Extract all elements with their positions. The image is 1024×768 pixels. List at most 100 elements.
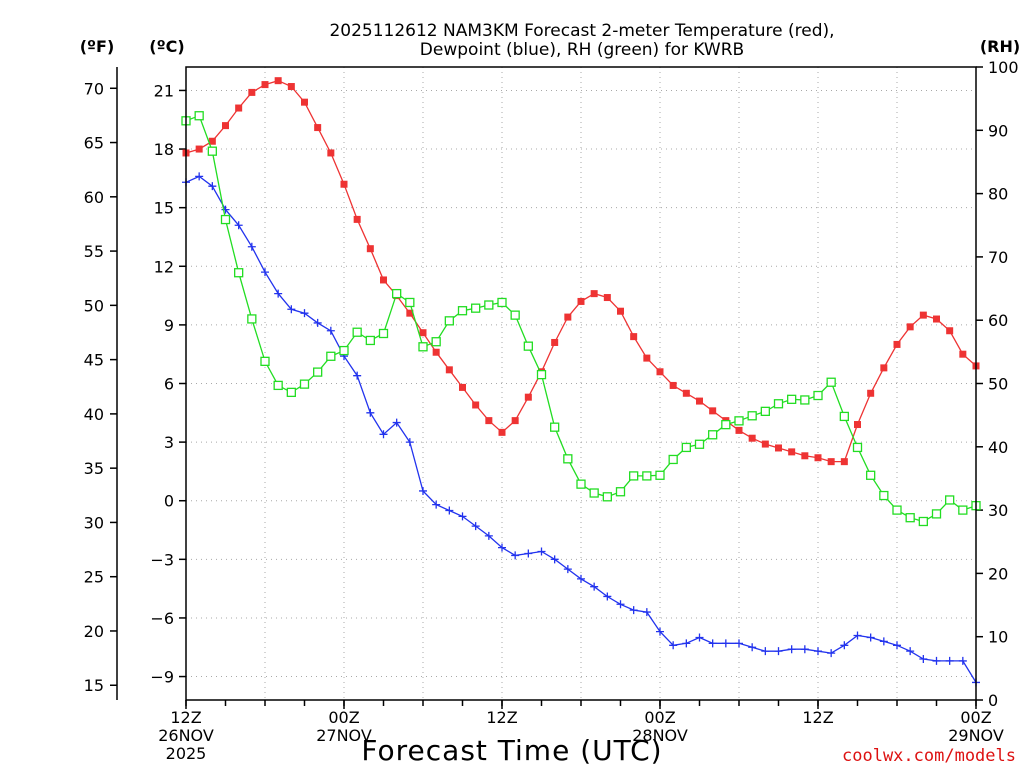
time-tick-label: 12Z bbox=[486, 708, 517, 727]
rh-point bbox=[536, 369, 547, 380]
rh-point bbox=[484, 300, 494, 310]
rh-point bbox=[234, 268, 244, 278]
rh-point bbox=[220, 214, 231, 225]
temperature-point bbox=[222, 122, 229, 130]
dewpoint-point bbox=[563, 565, 572, 574]
dewpoint-point bbox=[221, 205, 230, 214]
fahrenheit-tick-label: 60 bbox=[84, 188, 104, 207]
dewpoint-point bbox=[432, 500, 441, 509]
dewpoint-point bbox=[945, 656, 954, 665]
dewpoint-point bbox=[537, 547, 546, 556]
temperature-point bbox=[380, 276, 387, 284]
fahrenheit-tick-label: 25 bbox=[84, 568, 104, 587]
dewpoint-point bbox=[261, 268, 269, 277]
dewpoint-point bbox=[774, 647, 783, 656]
rh-tick-label: 80 bbox=[988, 185, 1008, 204]
temperature-point bbox=[617, 307, 624, 315]
temperature-point bbox=[419, 329, 427, 337]
temperature-point bbox=[472, 401, 480, 409]
rh-point bbox=[510, 310, 520, 320]
celsius-tick-label: 18 bbox=[154, 140, 174, 159]
rh-point bbox=[773, 399, 784, 409]
rh-tick-label: 0 bbox=[988, 691, 998, 710]
dewpoint-point bbox=[721, 639, 730, 648]
temperature-point bbox=[906, 323, 914, 331]
celsius-tick-label: 12 bbox=[154, 257, 174, 276]
rh-point bbox=[418, 342, 428, 352]
time-tick-label: 28NOV bbox=[632, 726, 688, 745]
rh-point bbox=[378, 328, 389, 339]
rh-point bbox=[800, 395, 810, 405]
rh-point bbox=[734, 416, 744, 426]
series-dewpoint bbox=[182, 172, 980, 687]
rh-point bbox=[629, 471, 639, 481]
rh-point bbox=[207, 146, 217, 156]
dewpoint-point bbox=[656, 627, 664, 636]
temperature-point bbox=[459, 383, 466, 391]
dewpoint-point bbox=[577, 574, 585, 583]
dewpoint-point bbox=[195, 172, 204, 181]
dewpoint-point bbox=[392, 418, 401, 427]
dewpoint-point bbox=[511, 551, 520, 560]
celsius-axis: −9 −6 −3 0 3 6 9 12 15 18 21 bbox=[150, 81, 186, 687]
celsius-axis-unit: (ºC) bbox=[149, 37, 184, 56]
rh-point bbox=[444, 316, 454, 326]
temperature-point bbox=[946, 327, 954, 335]
dewpoint-point bbox=[300, 309, 309, 318]
temperature-point bbox=[643, 354, 651, 362]
temperature-point bbox=[867, 389, 875, 397]
celsius-tick-label: 0 bbox=[164, 492, 174, 511]
temperature-point bbox=[235, 104, 243, 112]
rh-point bbox=[339, 345, 349, 356]
dewpoint-point bbox=[814, 647, 822, 656]
rh-point bbox=[299, 379, 310, 389]
temperature-point bbox=[880, 364, 888, 372]
temperature-point bbox=[432, 348, 440, 356]
dewpoint-point bbox=[827, 649, 836, 658]
rh-point bbox=[694, 439, 705, 449]
chart-title-line2: Dewpoint (blue), RH (green) for KWRB bbox=[420, 40, 744, 60]
rh-point bbox=[760, 406, 770, 417]
rh-point bbox=[668, 454, 678, 465]
dewpoint-point bbox=[866, 633, 875, 642]
rh-point bbox=[615, 487, 626, 497]
dewpoint-point bbox=[616, 600, 625, 609]
temperature-point bbox=[485, 417, 493, 425]
celsius-tick-label: 6 bbox=[164, 375, 174, 394]
series-rh bbox=[181, 111, 981, 527]
temperature-point bbox=[353, 215, 361, 223]
x-axis-title: Forecast Time (UTC) bbox=[361, 734, 662, 767]
rh-point bbox=[892, 505, 902, 515]
rh-point bbox=[365, 335, 375, 346]
rh-point bbox=[945, 495, 955, 505]
temperature-point bbox=[195, 145, 203, 153]
fahrenheit-tick-label: 50 bbox=[84, 296, 104, 315]
fahrenheit-tick-label: 70 bbox=[84, 79, 104, 98]
dewpoint-point bbox=[800, 645, 809, 654]
dewpoint-point bbox=[748, 643, 757, 652]
temperature-point bbox=[669, 381, 677, 389]
dewpoint-point bbox=[234, 221, 243, 230]
fahrenheit-tick-label: 20 bbox=[84, 622, 104, 641]
rh-tick-label: 30 bbox=[988, 501, 1008, 520]
celsius-tick-label: −9 bbox=[150, 668, 174, 687]
fahrenheit-tick-label: 30 bbox=[84, 513, 104, 532]
temperature-point bbox=[511, 417, 519, 425]
temperature-point bbox=[261, 81, 269, 89]
time-tick-label: 12Z bbox=[170, 708, 201, 727]
rh-tick-label: 90 bbox=[988, 121, 1008, 140]
rh-point bbox=[931, 509, 942, 519]
temperature-point bbox=[274, 77, 282, 85]
dewpoint-point bbox=[445, 506, 454, 515]
rh-tick-label: 40 bbox=[988, 438, 1008, 457]
temperature-point bbox=[551, 338, 559, 346]
fahrenheit-axis-unit: (ºF) bbox=[80, 37, 115, 56]
dewpoint-point bbox=[906, 647, 915, 656]
fahrenheit-tick-label: 35 bbox=[84, 459, 104, 478]
temperature-point bbox=[788, 448, 796, 456]
dewpoint-point bbox=[787, 645, 796, 654]
rh-point bbox=[313, 367, 323, 377]
rh-point bbox=[563, 454, 573, 464]
dewpoint-point bbox=[419, 486, 427, 495]
